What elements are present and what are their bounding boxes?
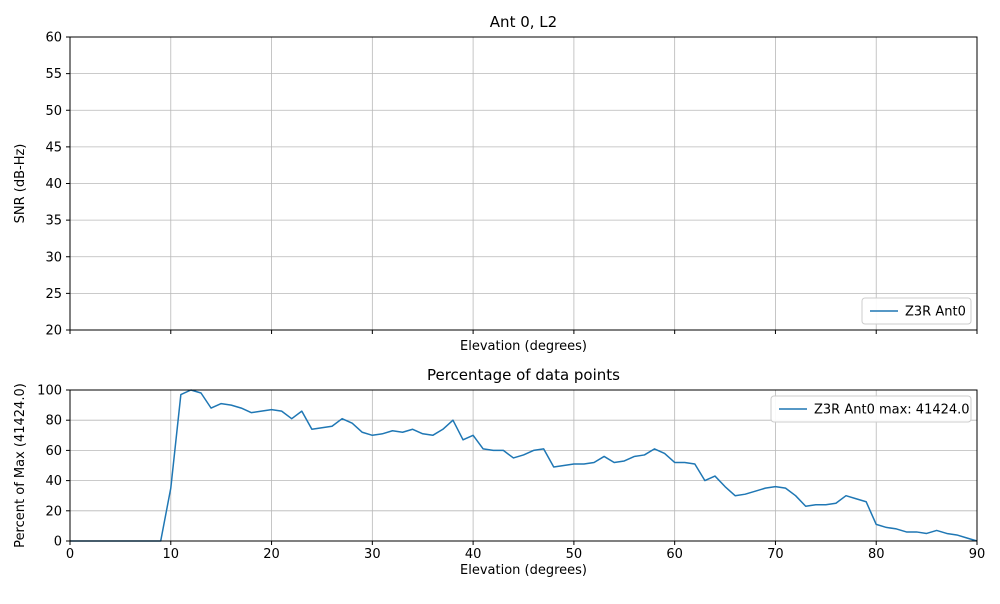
y-tick-label: 30 <box>45 250 62 265</box>
y-tick-label: 40 <box>45 474 62 489</box>
axis-title: Ant 0, L2 <box>490 13 557 31</box>
axis-title: Percentage of data points <box>427 366 620 384</box>
data-line <box>70 389 978 542</box>
legend-label: Z3R Ant0 max: 41424.0 <box>814 403 970 418</box>
y-axis-label: SNR (dB-Hz) <box>13 144 28 224</box>
y-tick-label: 80 <box>45 414 62 429</box>
x-tick-label: 0 <box>66 547 74 562</box>
y-tick-label: 40 <box>45 177 62 192</box>
y-axis-label: Percent of Max (41424.0) <box>13 383 28 548</box>
y-tick-label: 20 <box>45 504 62 519</box>
x-tick-label: 50 <box>566 547 583 562</box>
y-tick-label: 25 <box>45 287 62 302</box>
x-tick-label: 90 <box>969 547 986 562</box>
plot-border <box>69 389 978 542</box>
x-tick-label: 70 <box>767 547 784 562</box>
y-tick-label: 100 <box>37 384 62 399</box>
x-axis-label: Elevation (degrees) <box>460 339 587 354</box>
y-tick-label: 60 <box>45 444 62 459</box>
x-axis-label: Elevation (degrees) <box>460 563 587 578</box>
x-tick-label: 10 <box>163 547 180 562</box>
x-tick-label: 60 <box>666 547 683 562</box>
x-tick-label: 80 <box>868 547 885 562</box>
y-tick-label: 45 <box>45 140 62 155</box>
y-tick-label: 35 <box>45 214 62 229</box>
y-tick-label: 50 <box>45 104 62 119</box>
subplot-1: 0 20 40 60 80 100 0 10 20 30 40 50 60 70 80 90 Percentag… <box>13 366 985 578</box>
legend: Z3R Ant0 <box>861 297 972 325</box>
legend-label: Z3R Ant0 <box>905 305 966 320</box>
x-tick-label: 40 <box>465 547 482 562</box>
y-tick-label: 0 <box>54 535 62 550</box>
legend-box <box>770 395 972 423</box>
y-tick-label: 55 <box>45 67 62 82</box>
legend-box <box>861 297 972 325</box>
legend: Z3R Ant0 max: 41424.0 <box>770 395 972 423</box>
x-tick-label: 20 <box>263 547 280 562</box>
y-tick-label: 60 <box>45 31 62 46</box>
x-tick-label: 30 <box>364 547 381 562</box>
subplot-0: 20 25 30 35 40 45 50 55 60 Ant 0, L2 Elevation (de… <box>13 13 978 354</box>
y-tick-label: 20 <box>45 324 62 339</box>
